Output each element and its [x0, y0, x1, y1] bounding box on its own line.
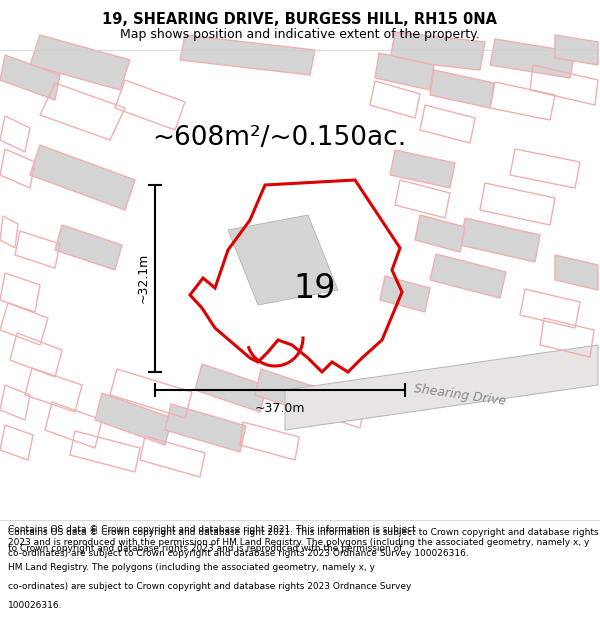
Polygon shape	[55, 225, 122, 270]
Polygon shape	[180, 35, 315, 75]
Text: Map shows position and indicative extent of the property.: Map shows position and indicative extent…	[120, 28, 480, 41]
Text: 100026316.: 100026316.	[8, 601, 62, 610]
Polygon shape	[375, 53, 434, 90]
Polygon shape	[0, 55, 60, 100]
Polygon shape	[430, 70, 494, 108]
Polygon shape	[430, 254, 506, 298]
Text: co-ordinates) are subject to Crown copyright and database rights 2023 Ordnance S: co-ordinates) are subject to Crown copyr…	[8, 582, 412, 591]
Polygon shape	[285, 345, 598, 430]
Bar	[0, 50, 600, 520]
Polygon shape	[30, 35, 130, 90]
Polygon shape	[380, 276, 430, 312]
Text: 19: 19	[294, 271, 336, 304]
Text: ~32.1m: ~32.1m	[137, 253, 149, 303]
Polygon shape	[415, 215, 465, 252]
Polygon shape	[490, 39, 575, 78]
Polygon shape	[195, 364, 267, 412]
Polygon shape	[228, 215, 338, 305]
Text: to Crown copyright and database rights 2023 and is reproduced with the permissio: to Crown copyright and database rights 2…	[8, 544, 403, 553]
Polygon shape	[555, 35, 598, 65]
Text: Shearing Drive: Shearing Drive	[413, 382, 507, 408]
Polygon shape	[390, 150, 455, 188]
Text: 19, SHEARING DRIVE, BURGESS HILL, RH15 0NA: 19, SHEARING DRIVE, BURGESS HILL, RH15 0…	[103, 12, 497, 27]
Polygon shape	[390, 32, 485, 70]
Text: ~608m²/~0.150ac.: ~608m²/~0.150ac.	[152, 125, 406, 151]
Text: ~37.0m: ~37.0m	[255, 401, 305, 414]
Polygon shape	[165, 404, 246, 452]
Text: Contains OS data © Crown copyright and database right 2021. This information is : Contains OS data © Crown copyright and d…	[8, 525, 416, 534]
Text: HM Land Registry. The polygons (including the associated geometry, namely x, y: HM Land Registry. The polygons (includin…	[8, 563, 375, 572]
Polygon shape	[95, 393, 172, 445]
Polygon shape	[460, 218, 540, 262]
Polygon shape	[30, 145, 135, 210]
Polygon shape	[255, 369, 321, 415]
Text: Contains OS data © Crown copyright and database right 2021. This information is : Contains OS data © Crown copyright and d…	[8, 528, 599, 558]
Polygon shape	[555, 255, 598, 290]
